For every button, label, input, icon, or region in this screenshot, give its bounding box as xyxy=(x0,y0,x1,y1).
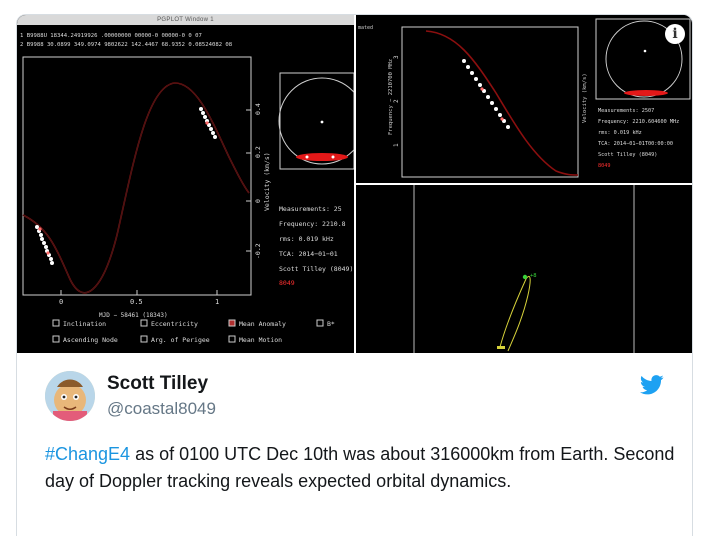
info-station: 8049 xyxy=(598,163,611,169)
twitter-bird-icon[interactable] xyxy=(640,375,664,395)
checkbox-eccentricity[interactable]: Eccentricity xyxy=(140,319,198,328)
checkbox-icon[interactable] xyxy=(228,335,236,343)
info-tca: TCA: 2014−01−01 xyxy=(279,250,338,258)
checkbox-ascending-node[interactable]: Ascending Node xyxy=(52,335,118,344)
checkbox-icon[interactable] xyxy=(52,319,60,327)
tweet-media[interactable]: PGPLOT Window 1 1 B9988U 18344.24919926 … xyxy=(17,15,692,353)
tweet-body: Scott Tilley @coastal8049 #ChangE4 as of… xyxy=(17,353,692,536)
y-tick-label: 3 xyxy=(393,55,400,59)
pgplot-window: PGPLOT Window 1 1 B9988U 18344.24919926 … xyxy=(17,15,354,353)
checkbox-mean-motion[interactable]: Mean Motion xyxy=(228,335,282,344)
info-rms: rms: 0.019 kHz xyxy=(598,130,642,136)
checkbox-label: Eccentricity xyxy=(151,320,198,328)
checkbox-label: Mean Anomaly xyxy=(239,320,286,328)
checkbox-label: B* xyxy=(327,320,335,328)
info-measurements: Measurements: 2507 xyxy=(598,108,654,114)
model-curve xyxy=(425,30,579,176)
hashtag-link[interactable]: #ChangE4 xyxy=(45,444,131,464)
checkbox-icon[interactable] xyxy=(140,319,148,327)
media-divider xyxy=(356,183,692,185)
author-handle[interactable]: @coastal8049 xyxy=(107,399,216,418)
y-tick-label: 0 xyxy=(254,199,262,203)
checkbox-label: Ascending Node xyxy=(63,336,118,344)
model-curve-shadow xyxy=(22,82,250,293)
info-frequency: Frequency: 2210.8 xyxy=(279,220,346,228)
start-marker xyxy=(497,346,505,349)
checkbox-label: Arg. of Perigee xyxy=(151,336,210,344)
y-axis-label: Frequency − 2210700 MHz xyxy=(388,59,394,135)
checkbox-icon[interactable] xyxy=(228,319,236,327)
checkbox-label: Mean Motion xyxy=(239,336,282,344)
y-tick-label: 2 xyxy=(393,99,400,103)
plot-frame xyxy=(22,56,252,296)
y-axis-label-right: Velocity (km/s) xyxy=(582,73,588,123)
y-tick-label: -0.2 xyxy=(254,243,262,259)
frequency-plot: mated Frequency − 2210700 MHz 3 2 1 Velo… xyxy=(356,15,692,183)
y-axis-label: Velocity (km/s) xyxy=(263,152,271,211)
earth-dot xyxy=(643,49,647,53)
tweet-text-body: as of 0100 UTC Dec 10th was about 316000… xyxy=(45,444,675,491)
x-tick-label: 1 xyxy=(215,298,219,306)
tweet-text: #ChangE4 as of 0100 UTC Dec 10th was abo… xyxy=(45,441,675,495)
plot-frame xyxy=(401,26,579,178)
x-axis-label: MJD − 58461 (18343) xyxy=(99,312,168,319)
checkbox-label: Inclination xyxy=(63,320,106,328)
corner-text: mated xyxy=(358,25,373,31)
checkbox-bstar[interactable]: B* xyxy=(316,319,335,328)
checkbox-icon[interactable] xyxy=(316,319,324,327)
tle-line-1: 1 B9988U 18344.24919926 .00000000 00000-… xyxy=(20,33,202,39)
orbit-inset-frame xyxy=(279,72,354,170)
info-observer: Scott Tilley (8049) xyxy=(279,265,353,273)
y-tick-label: 0.2 xyxy=(254,146,262,158)
x-tick-label: 0 xyxy=(59,298,63,306)
info-station: 8049 xyxy=(279,279,295,287)
orbit-circle xyxy=(605,20,683,98)
model-curve xyxy=(22,82,250,294)
avatar[interactable] xyxy=(45,371,95,421)
spacecraft-label: +8 xyxy=(530,273,537,279)
orbit-inset-frame xyxy=(595,18,691,100)
y-tick-label: 0.4 xyxy=(254,103,262,115)
y-tick-label: 1 xyxy=(393,143,400,147)
trajectory-plot: +8 xyxy=(356,185,692,353)
tweet-card: PGPLOT Window 1 1 B9988U 18344.24919926 … xyxy=(16,14,693,536)
info-frequency: Frequency: 2210.604600 MHz xyxy=(598,119,679,125)
info-icon[interactable]: i xyxy=(665,24,685,44)
info-measurements: Measurements: 25 xyxy=(279,205,342,213)
spacecraft-marker xyxy=(522,274,528,280)
checkbox-icon[interactable] xyxy=(140,335,148,343)
doppler-plot: 1 B9988U 18344.24919926 .00000000 00000-… xyxy=(20,33,354,344)
measurement-points-right xyxy=(199,107,217,139)
checkbox-icon[interactable] xyxy=(52,335,60,343)
checkbox-mean-anomaly[interactable]: Mean Anomaly xyxy=(228,319,286,328)
trajectory-path xyxy=(499,275,531,352)
earth-dot xyxy=(320,120,324,124)
window-title: PGPLOT Window 1 xyxy=(17,15,354,25)
measurement-points-left xyxy=(35,225,54,265)
info-rms: rms: 0.019 kHz xyxy=(279,235,334,243)
checkbox-arg-perigee[interactable]: Arg. of Perigee xyxy=(140,335,210,344)
info-tca: TCA: 2014−01−01T00:00:00 xyxy=(598,141,673,147)
media-divider xyxy=(354,15,356,353)
checkbox-inclination[interactable]: Inclination xyxy=(52,319,106,328)
measurement-points xyxy=(462,59,510,129)
orbit-circle xyxy=(278,77,354,165)
tle-line-2: 2 B9988 30.0899 349.0974 9802622 142.446… xyxy=(20,42,233,48)
orbit-track xyxy=(624,90,668,96)
info-observer: Scott Tilley (8049) xyxy=(598,152,657,158)
x-tick-label: 0.5 xyxy=(130,298,143,306)
author-name[interactable]: Scott Tilley xyxy=(107,373,209,394)
orbit-track xyxy=(296,153,348,161)
